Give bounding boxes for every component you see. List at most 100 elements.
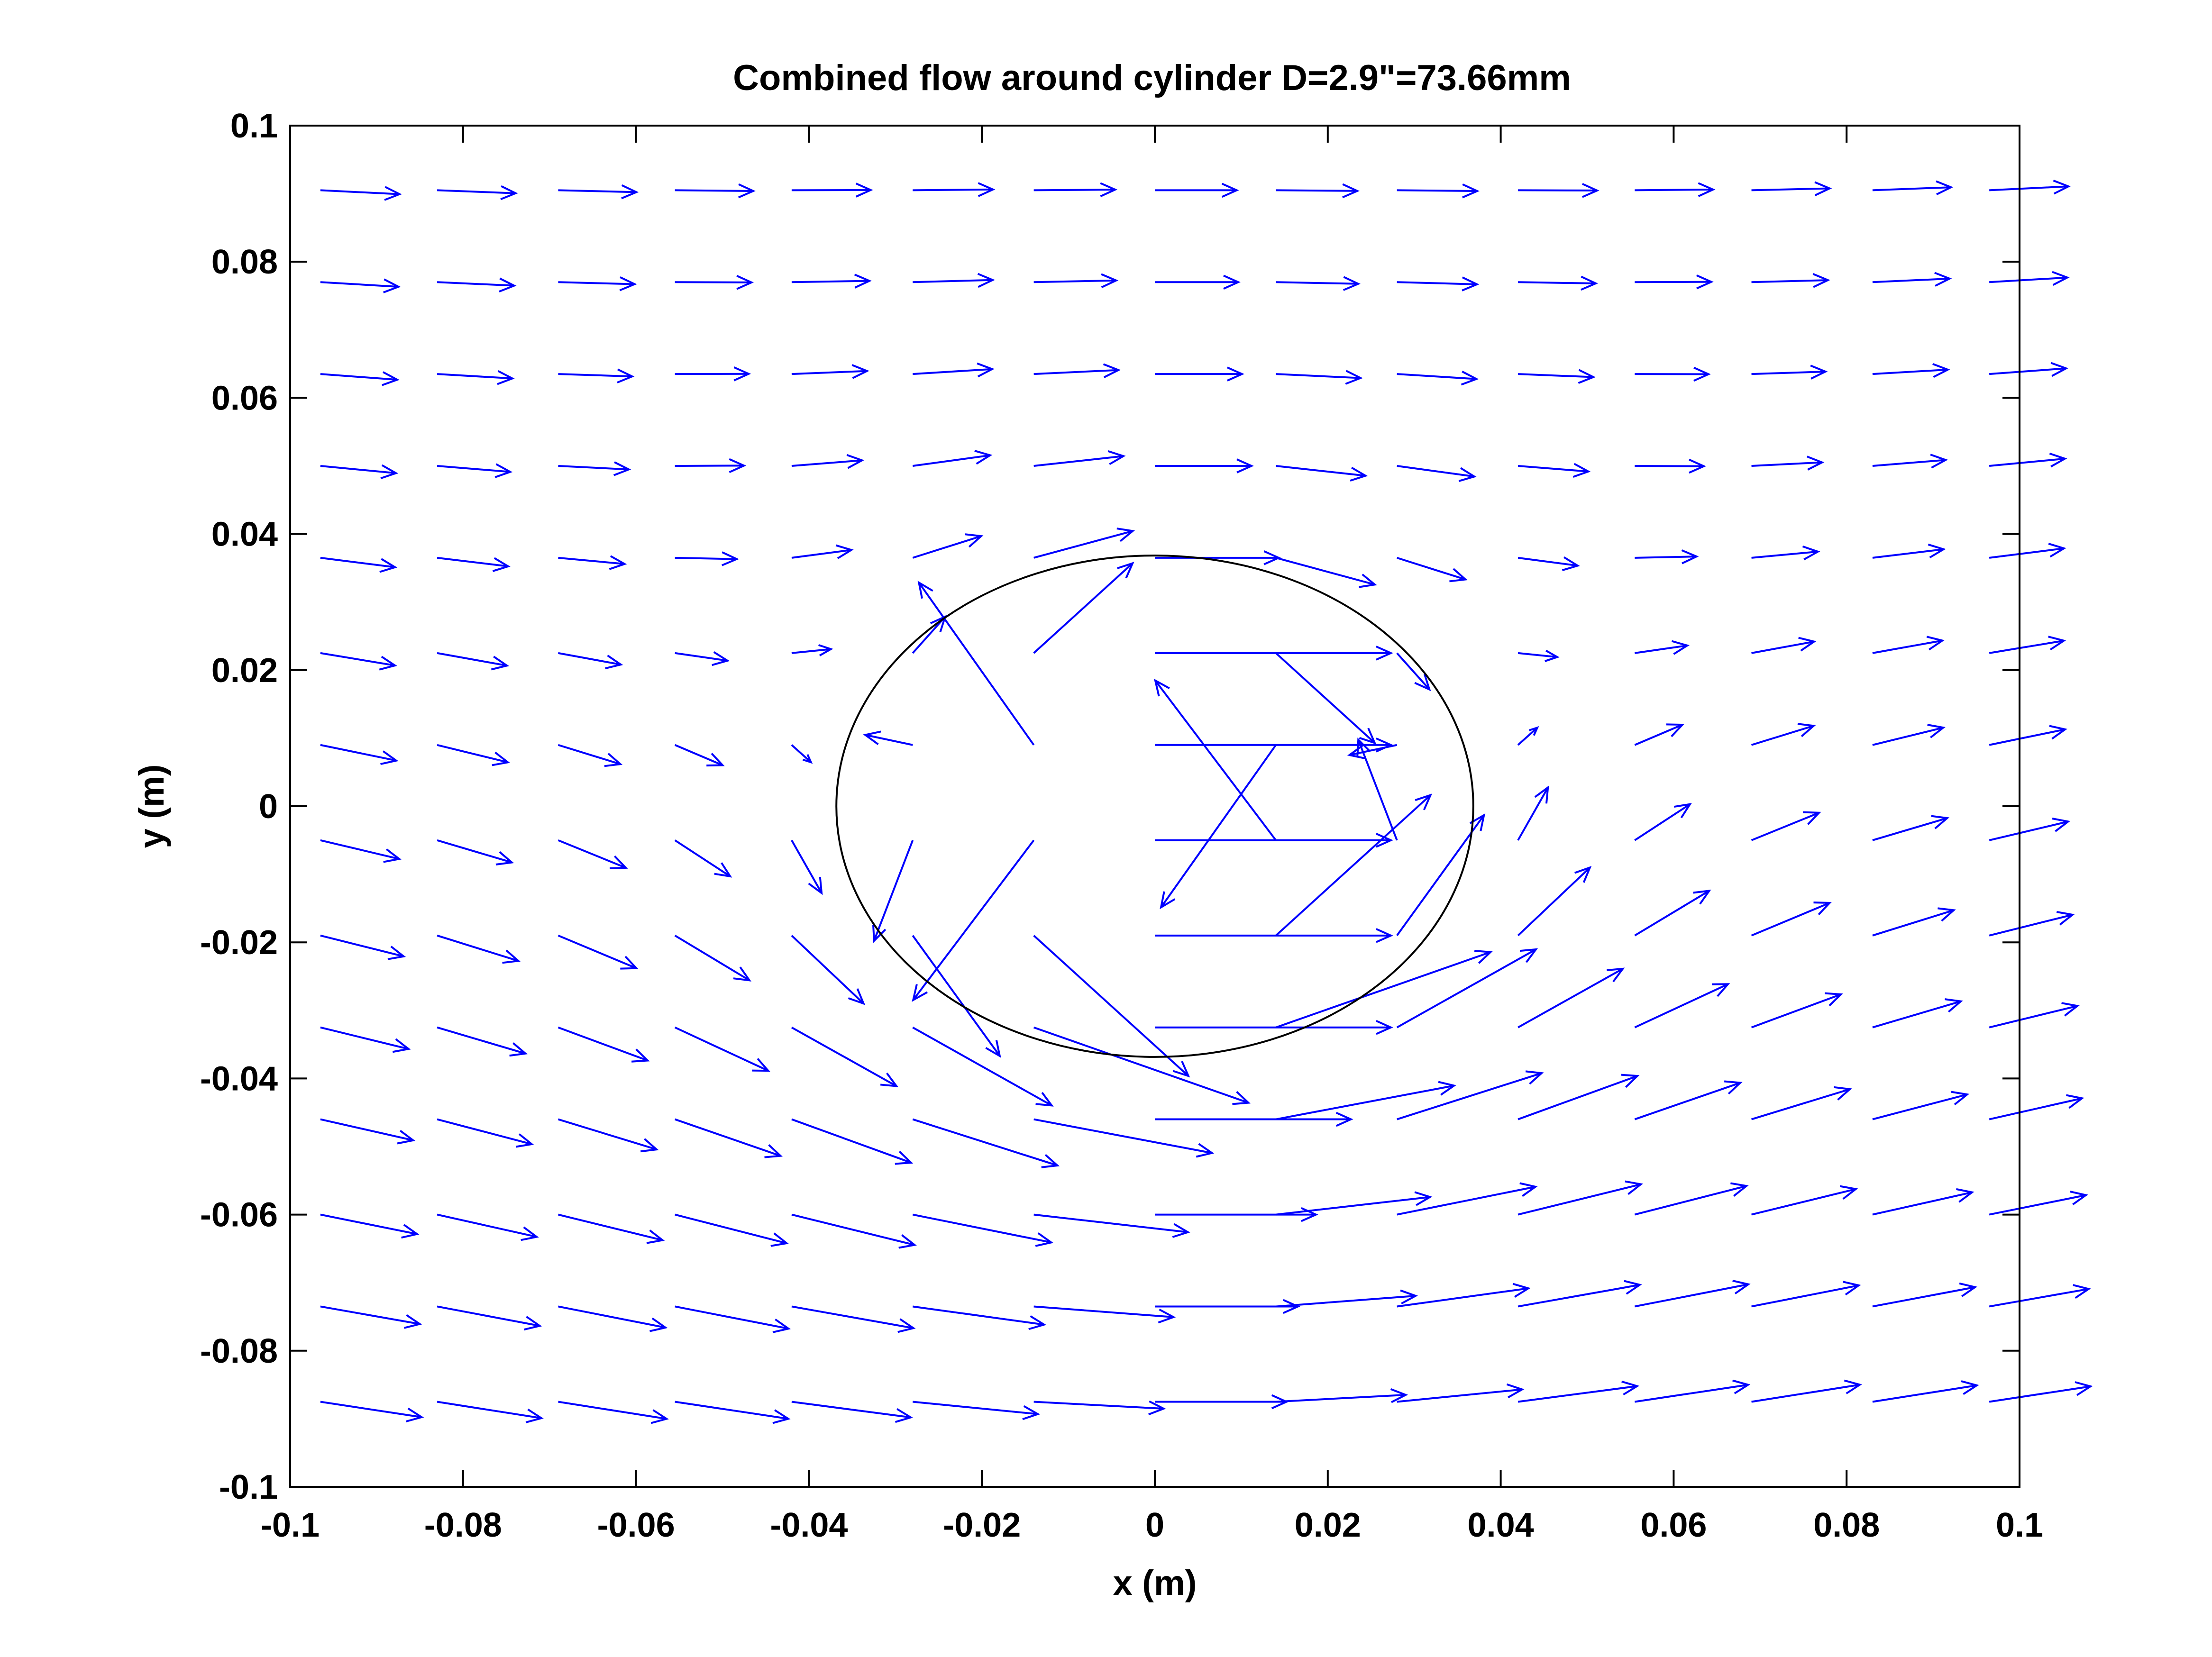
flow-arrow [320, 1305, 422, 1329]
flow-arrow [675, 183, 756, 199]
flow-arrow [1397, 1070, 1544, 1120]
flow-arrow [1872, 543, 1946, 559]
flow-arrow [1356, 737, 1398, 841]
flow-arrow [1275, 556, 1377, 588]
flow-arrow [558, 1305, 668, 1332]
flow-arrow [1517, 369, 1596, 384]
flow-arrow [1397, 183, 1480, 199]
flow-arrow [437, 463, 513, 478]
flow-arrow [791, 644, 833, 656]
flow-arrow [1635, 458, 1706, 474]
flow-arrow [1275, 652, 1377, 745]
flow-arrow [1397, 1283, 1531, 1308]
flow-arrow [1989, 362, 2069, 377]
flow-arrow [1155, 182, 1239, 198]
flow-arrow [320, 371, 400, 386]
x-tick-label: -0.04 [770, 1506, 848, 1544]
flow-arrow [1276, 183, 1360, 199]
flow-arrow [1517, 1280, 1642, 1308]
flow-arrow [1275, 949, 1493, 1029]
x-tick-label: 0.08 [1813, 1506, 1880, 1544]
flow-arrow [1634, 1080, 1743, 1120]
flow-arrow [1155, 1111, 1353, 1127]
flow-arrow [1989, 636, 2066, 654]
flow-arrow [1517, 463, 1591, 478]
flow-arrow [912, 935, 1001, 1058]
flow-arrow [675, 1213, 789, 1247]
flow-arrow [320, 839, 402, 863]
flow-arrow [675, 275, 754, 290]
flow-arrow [1989, 180, 2071, 195]
flow-arrow [1751, 637, 1817, 654]
flow-arrow [1872, 272, 1952, 287]
flow-arrow [912, 1118, 1060, 1168]
flow-arrow [1634, 1280, 1751, 1308]
flow-arrow [558, 1026, 650, 1063]
flow-arrow [558, 368, 635, 383]
flow-arrow [1397, 1182, 1538, 1216]
flow-arrow [1397, 276, 1480, 291]
flow-arrow [1033, 1305, 1176, 1324]
flow-arrow [674, 744, 725, 767]
flow-arrow [675, 651, 730, 666]
flow-arrow [437, 744, 511, 766]
flow-arrow [1155, 1299, 1300, 1314]
y-axis: -0.1 -0.08 -0.06 -0.04 -0.02 0 0.02 0.04 0.06 0.0… [200, 107, 2020, 1506]
flow-arrow [1033, 182, 1118, 197]
flow-arrow [912, 1026, 1054, 1107]
flow-arrow [791, 544, 854, 559]
flow-arrow [675, 458, 747, 473]
flow-arrow [1634, 889, 1711, 937]
flow-arrow [912, 1213, 1054, 1247]
flow-arrow [558, 1118, 659, 1153]
flow-arrow [1989, 1002, 2080, 1029]
flow-arrow [1751, 273, 1830, 288]
flow-arrow [913, 1305, 1047, 1330]
flow-arrow [913, 1401, 1041, 1420]
flow-arrow [558, 934, 639, 970]
flow-arrow [1396, 652, 1431, 692]
flow-arrow [1989, 452, 2067, 468]
flow-arrow [558, 184, 639, 200]
flow-arrow [437, 934, 521, 964]
flow-arrow [912, 839, 1035, 1002]
x-tick-label: -0.06 [597, 1506, 675, 1544]
y-tick-label: 0.02 [211, 652, 278, 690]
flow-arrow [1751, 455, 1825, 471]
flow-arrow [913, 182, 996, 197]
flow-arrow [437, 277, 517, 292]
flow-arrow [558, 461, 631, 476]
flow-arrow [1751, 992, 1843, 1029]
flow-arrow [1160, 744, 1277, 910]
flow-arrow [437, 1305, 542, 1331]
flow-arrow [320, 1118, 416, 1145]
flow-arrow [674, 839, 732, 878]
flow-arrow [791, 454, 865, 469]
x-tick-label: 0.1 [1996, 1506, 2043, 1544]
flow-arrow [675, 1401, 791, 1424]
flow-arrow [791, 182, 873, 198]
flow-arrow [1155, 737, 1393, 753]
x-tick-label: 0 [1145, 1506, 1164, 1544]
flow-arrow [1989, 818, 2071, 841]
flow-arrow [1276, 465, 1368, 482]
x-tick-label: 0.04 [1468, 1506, 1534, 1544]
flow-arrow [1033, 363, 1121, 378]
flow-arrow [1635, 549, 1699, 564]
flow-arrow [558, 555, 627, 570]
x-tick-label: -0.02 [943, 1506, 1021, 1544]
flow-arrow [320, 652, 397, 671]
flow-arrow [1155, 274, 1241, 290]
y-tick-label: 0 [259, 788, 278, 826]
flow-arrow [791, 744, 813, 764]
flow-arrow [1634, 983, 1730, 1029]
flow-arrow [1275, 793, 1433, 937]
cylinder-layer [835, 555, 1474, 1058]
flow-arrow [1397, 556, 1468, 583]
y-tick-label: 0.08 [211, 243, 278, 281]
flow-arrow [1517, 726, 1539, 746]
flow-arrow [1989, 1284, 2091, 1308]
flow-arrow [1751, 901, 1832, 937]
flow-arrow [791, 1213, 917, 1249]
flow-arrow [1635, 1379, 1751, 1403]
